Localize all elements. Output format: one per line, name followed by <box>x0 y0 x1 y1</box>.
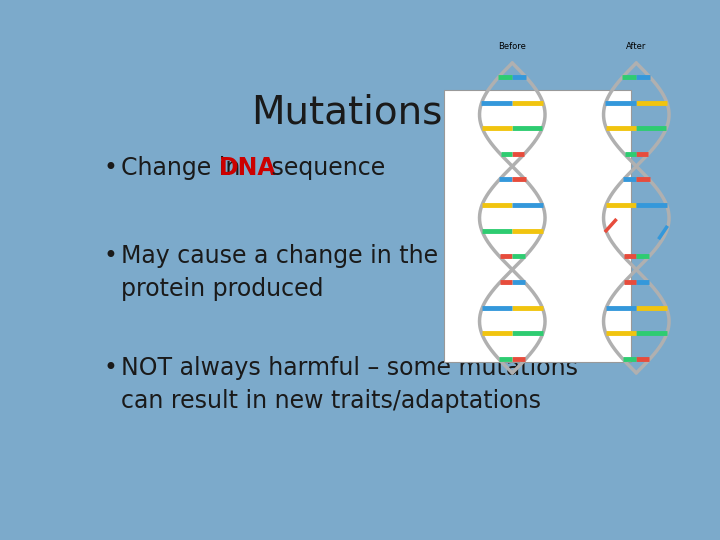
Text: •: • <box>104 156 118 180</box>
Text: Before: Before <box>498 42 526 51</box>
Text: Mutations: Mutations <box>251 94 442 132</box>
Text: NOT always harmful – some mutations
can result in new traits/adaptations: NOT always harmful – some mutations can … <box>121 356 577 413</box>
Text: •: • <box>104 356 118 380</box>
Text: Change in: Change in <box>121 156 248 180</box>
Text: •: • <box>104 244 118 268</box>
Text: After: After <box>626 42 647 51</box>
Text: DNA: DNA <box>219 156 276 180</box>
Text: sequence: sequence <box>264 156 385 180</box>
FancyBboxPatch shape <box>444 90 631 362</box>
Text: May cause a change in the
protein produced: May cause a change in the protein produc… <box>121 244 438 301</box>
